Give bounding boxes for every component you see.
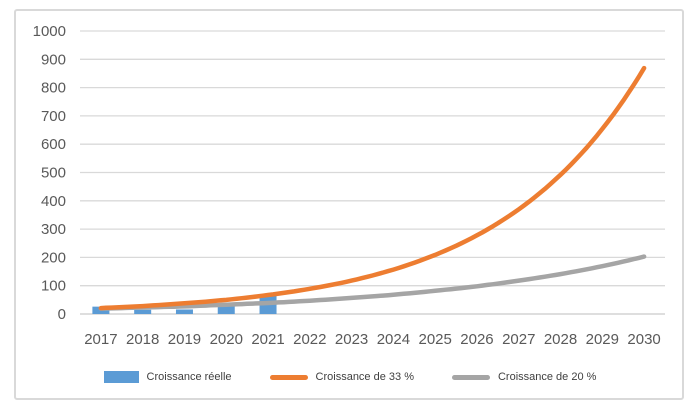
x-axis-tick-label: 2029 xyxy=(586,331,619,348)
chart-frame xyxy=(14,9,684,400)
x-axis-tick-label: 2030 xyxy=(627,331,660,348)
y-axis-tick-label: 300 xyxy=(41,221,66,238)
bar-series-swatch-icon xyxy=(103,371,139,383)
y-axis-tick-label: 200 xyxy=(41,249,66,266)
x-axis-tick-label: 2022 xyxy=(293,331,326,348)
x-axis-tick-label: 2028 xyxy=(544,331,577,348)
x-axis-tick-label: 2023 xyxy=(335,331,368,348)
chart-legend: Croissance réelle Croissance de 33 % Cro… xyxy=(16,366,684,388)
bar-2018 xyxy=(134,309,152,314)
x-axis-tick-label: 2025 xyxy=(418,331,451,348)
y-axis-tick-label: 100 xyxy=(41,278,66,295)
line-series-swatch-icon xyxy=(269,374,308,380)
x-axis-tick-label: 2021 xyxy=(251,331,284,348)
series-line-croissance-de-33-% xyxy=(98,65,647,311)
y-axis-tick-label: 700 xyxy=(41,108,66,125)
legend-label: Croissance de 20 % xyxy=(497,371,597,383)
y-axis-tick-label: 1000 xyxy=(33,23,66,40)
y-axis-tick-label: 900 xyxy=(41,51,66,68)
series-line-croissance-de-20-% xyxy=(98,254,647,311)
x-axis-tick-label: 2018 xyxy=(126,331,159,348)
bar-2020 xyxy=(217,304,235,314)
legend-item-croissance-reelle: Croissance réelle xyxy=(103,371,232,383)
y-axis-tick-label: 600 xyxy=(41,136,66,153)
legend-label: Croissance réelle xyxy=(146,371,232,383)
legend-item-croissance-33: Croissance de 33 % xyxy=(269,371,414,383)
y-axis-tick-label: 500 xyxy=(41,165,66,182)
y-axis-tick-label: 400 xyxy=(41,193,66,210)
x-axis-tick-label: 2027 xyxy=(502,331,535,348)
legend-item-croissance-20: Croissance de 20 % xyxy=(451,371,597,383)
x-axis-tick-label: 2017 xyxy=(84,331,117,348)
line-series-swatch-icon xyxy=(451,374,490,380)
bar-2019 xyxy=(175,309,193,314)
y-axis-tick-label: 800 xyxy=(41,80,66,97)
x-axis-tick-label: 2026 xyxy=(460,331,493,348)
x-axis-tick-label: 2019 xyxy=(168,331,201,348)
legend-label: Croissance de 33 % xyxy=(315,371,414,383)
y-axis-tick-label: 0 xyxy=(58,306,66,323)
x-axis-tick-label: 2020 xyxy=(210,331,243,348)
x-axis-tick-label: 2024 xyxy=(377,331,410,348)
